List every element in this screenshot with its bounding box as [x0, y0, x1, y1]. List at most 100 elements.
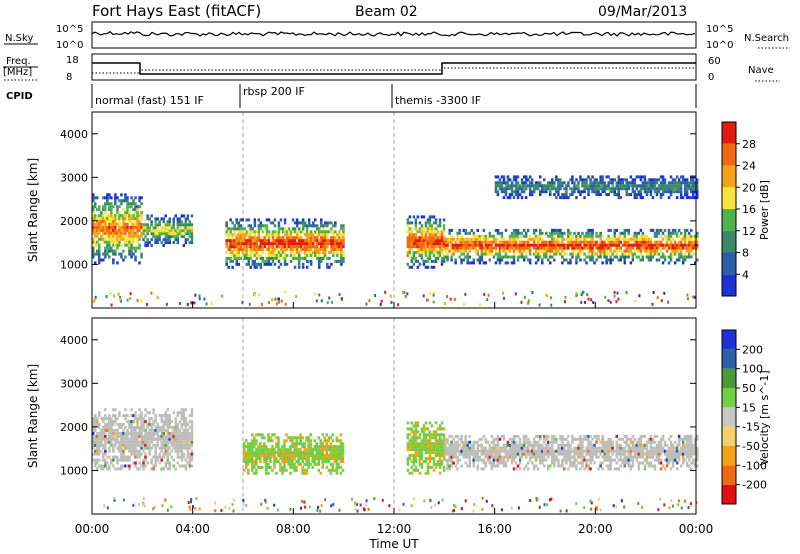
- echo-cell: [498, 455, 502, 459]
- echo-cell: [138, 428, 141, 432]
- echo-cell: [180, 411, 184, 415]
- echo-cell: [138, 205, 141, 209]
- echo-cell: [679, 184, 683, 188]
- echo-cell: [314, 239, 317, 243]
- echo-cell: [482, 237, 486, 241]
- echo-cell: [259, 445, 262, 449]
- echo-cell: [607, 452, 610, 456]
- echo-cell: [324, 224, 327, 228]
- echo-cell: [122, 431, 125, 435]
- echo-cell: [271, 439, 274, 443]
- echo-cell: [619, 249, 622, 253]
- echo-cell: [647, 243, 651, 247]
- echo-cell: [112, 234, 115, 238]
- echo-cell: [418, 436, 422, 440]
- echo-cell: [494, 437, 498, 441]
- echo-cell: [112, 261, 115, 265]
- echo-cell: [122, 237, 125, 241]
- echo-cell: [625, 246, 628, 250]
- echo-cell: [245, 460, 248, 463]
- echo-cell: [255, 457, 258, 460]
- echo-cell: [289, 460, 292, 463]
- echo-cell: [108, 205, 111, 209]
- echo-cell: [134, 452, 137, 456]
- noise-cell: [564, 300, 566, 304]
- echo-cell: [454, 261, 457, 265]
- echo-cell: [599, 255, 602, 259]
- echo-cell: [253, 262, 257, 266]
- echo-cell: [152, 235, 155, 239]
- echo-cell: [692, 190, 695, 194]
- echo-cell: [100, 449, 103, 453]
- echo-cell: [316, 256, 319, 260]
- echo-cell: [279, 242, 283, 246]
- echo-cell: [128, 440, 131, 444]
- echo-cell: [424, 439, 428, 443]
- echo-cell: [639, 249, 643, 253]
- echo-cell: [460, 464, 463, 468]
- echo-cell: [249, 460, 252, 463]
- echo-cell: [269, 248, 273, 251]
- echo-cell: [136, 208, 139, 212]
- echo-cell: [583, 449, 586, 453]
- echo-cell: [342, 242, 345, 246]
- echo-cell: [134, 196, 137, 200]
- echo-cell: [341, 460, 345, 463]
- echo-cell: [174, 428, 177, 432]
- echo-cell: [581, 443, 584, 447]
- echo-cell: [663, 228, 667, 232]
- echo-cell: [573, 249, 576, 253]
- echo-cell: [273, 451, 276, 455]
- echo-cell: [541, 249, 544, 253]
- echo-cell: [142, 446, 145, 450]
- echo-cell: [547, 258, 550, 262]
- echo-cell: [289, 454, 292, 457]
- echo-cell: [281, 239, 285, 243]
- echo-cell: [301, 454, 304, 457]
- echo-cell: [140, 414, 143, 418]
- echo-cell: [685, 249, 689, 253]
- echo-cell: [472, 461, 475, 465]
- echo-cell: [522, 175, 526, 179]
- echo-cell: [488, 243, 492, 247]
- echo-cell: [152, 226, 155, 230]
- echo-cell: [619, 184, 622, 188]
- echo-cell: [639, 246, 643, 250]
- echo-cell: [428, 451, 432, 455]
- echo-cell: [330, 245, 333, 249]
- echo-cell: [94, 434, 97, 438]
- echo-cell: [478, 234, 482, 238]
- echo-cell: [591, 190, 594, 194]
- echo-cell: [265, 448, 268, 452]
- echo-cell: [536, 258, 540, 262]
- echo-cell: [663, 187, 667, 191]
- echo-cell: [309, 433, 312, 437]
- echo-cell: [102, 214, 105, 218]
- echo-cell: [526, 258, 530, 262]
- echo-cell: [416, 251, 420, 254]
- echo-cell: [508, 246, 512, 250]
- echo-cell: [329, 457, 333, 460]
- echo-cell: [301, 242, 305, 246]
- echo-cell: [180, 434, 184, 438]
- echo-cell: [285, 439, 288, 443]
- echo-cell: [595, 446, 598, 450]
- echo-cell: [581, 249, 584, 253]
- echo-cell: [297, 227, 301, 231]
- echo-cell: [502, 178, 506, 182]
- echo-cell: [323, 457, 326, 460]
- echo-cell: [110, 440, 113, 444]
- echo-cell: [450, 240, 453, 244]
- echo-cell: [460, 437, 463, 441]
- echo-cell: [142, 443, 145, 447]
- echo-cell: [152, 423, 155, 426]
- noise-cell: [315, 299, 318, 303]
- echo-cell: [334, 230, 337, 234]
- echo-cell: [486, 452, 490, 456]
- echo-cell: [454, 243, 457, 247]
- echo-cell: [547, 243, 550, 247]
- echo-cell: [587, 446, 590, 450]
- echo-cell: [140, 464, 143, 468]
- echo-cell: [94, 214, 97, 218]
- echo-cell: [259, 457, 262, 460]
